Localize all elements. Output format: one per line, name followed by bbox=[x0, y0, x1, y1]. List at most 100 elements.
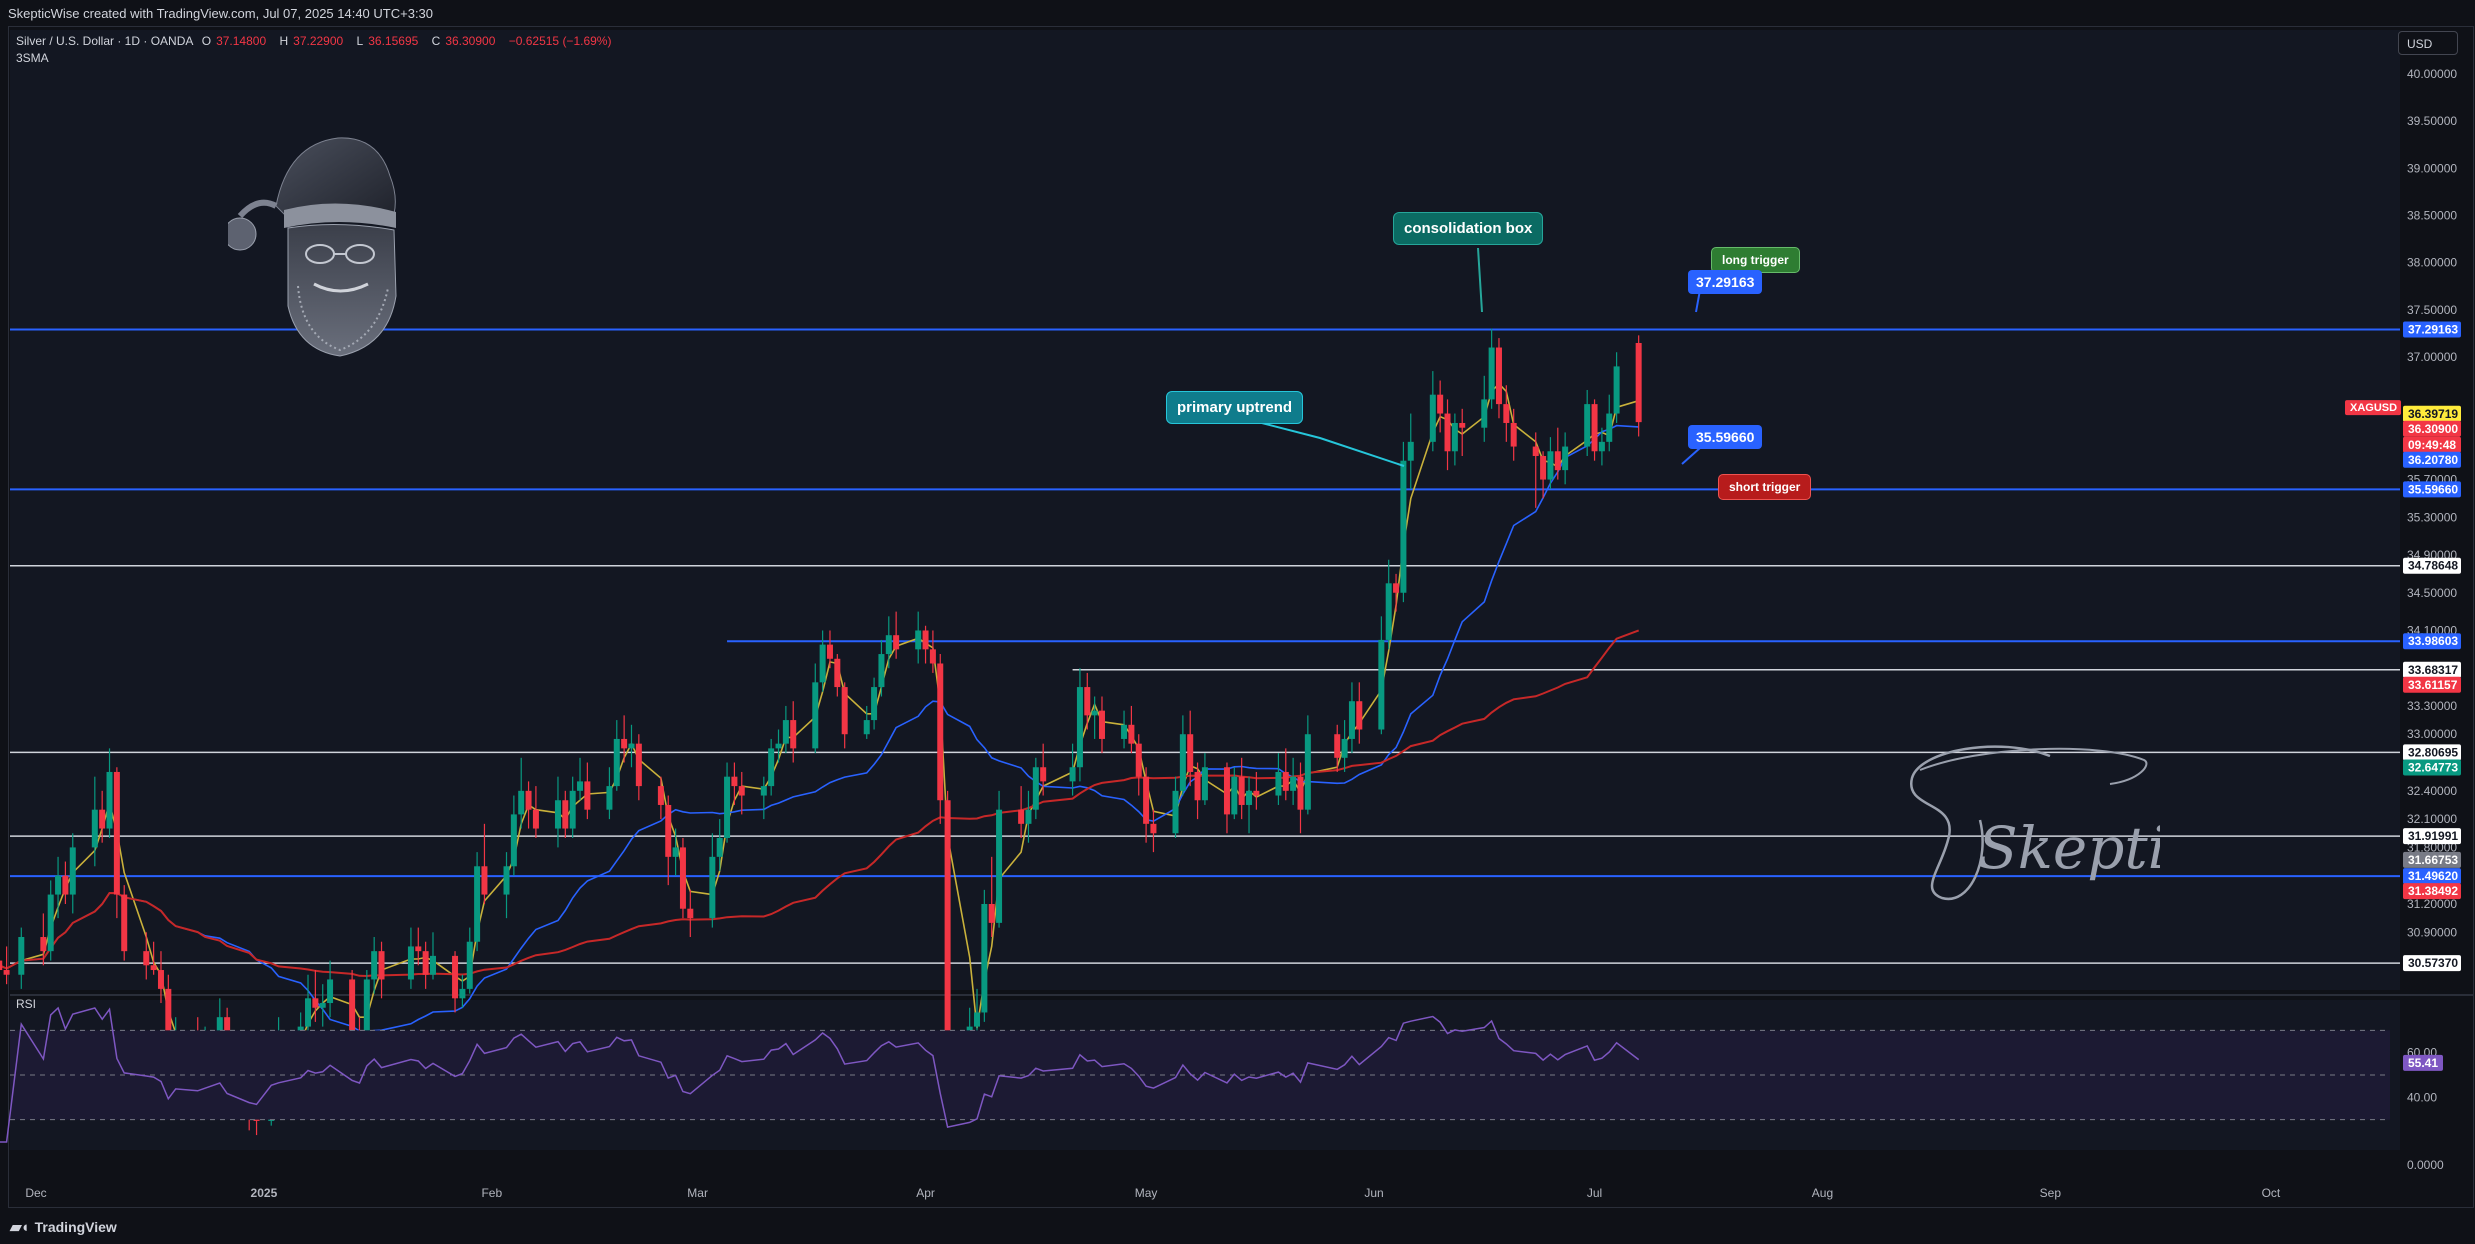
candle-body bbox=[1187, 734, 1194, 772]
candle-body bbox=[915, 630, 922, 650]
candle-body bbox=[18, 937, 25, 975]
x-tick-5: May bbox=[1135, 1186, 1158, 1200]
candle-body bbox=[503, 866, 510, 895]
candle-body bbox=[1562, 446, 1569, 471]
candle-body bbox=[790, 720, 797, 749]
short-trigger-tag[interactable]: short trigger bbox=[1718, 474, 1812, 500]
y-tick-2: 39.00000 bbox=[2407, 161, 2457, 175]
candle-body bbox=[1356, 701, 1363, 730]
candle-body bbox=[606, 786, 613, 810]
short-price-tag[interactable]: 35.59660 bbox=[1688, 425, 1763, 449]
x-tick-9: Sep bbox=[2040, 1186, 2062, 1200]
candle-body bbox=[143, 951, 150, 966]
candle-body bbox=[99, 809, 106, 829]
currency-button[interactable]: USD bbox=[2398, 31, 2458, 55]
consolidation-pointer bbox=[1477, 247, 1483, 313]
candle-body bbox=[1437, 394, 1444, 414]
price-label-box-12 bbox=[2403, 828, 2461, 845]
sma-indicator-label[interactable]: 3SMA bbox=[16, 51, 49, 65]
candle-body bbox=[1304, 734, 1311, 810]
price-label-box-10 bbox=[2403, 744, 2461, 761]
y-tick-10: 34.50000 bbox=[2407, 586, 2457, 600]
candle-body bbox=[885, 635, 892, 655]
candle-body bbox=[1540, 455, 1547, 480]
candle-body bbox=[1238, 776, 1245, 805]
legend-open-value: 37.14800 bbox=[216, 34, 267, 48]
primary-uptrend-callout[interactable]: primary uptrend bbox=[1166, 391, 1304, 424]
rsi-indicator-label[interactable]: RSI bbox=[16, 997, 37, 1011]
candle-body bbox=[1223, 767, 1230, 815]
candle-body bbox=[974, 1012, 981, 1027]
legend-high-label: H bbox=[279, 34, 289, 48]
candle-body bbox=[826, 644, 833, 659]
y-tick-15: 32.10000 bbox=[2407, 812, 2457, 826]
candle-body bbox=[113, 771, 120, 895]
price-label-4: 36.20780 bbox=[2408, 453, 2458, 467]
x-tick-10: Oct bbox=[2262, 1186, 2281, 1200]
candle-body bbox=[305, 998, 312, 1027]
sma-line-blue bbox=[0, 424, 1639, 1033]
candle-body bbox=[871, 687, 878, 721]
price-label-13: 31.66753 bbox=[2408, 853, 2458, 867]
price-label-box-9 bbox=[2403, 676, 2461, 693]
candle-body bbox=[1084, 687, 1091, 716]
legend-open-label: O bbox=[201, 34, 212, 48]
x-tick-2: Feb bbox=[481, 1186, 502, 1200]
santa-avatar-image bbox=[228, 137, 397, 357]
candle-body bbox=[349, 979, 356, 1032]
candle-body bbox=[657, 786, 664, 805]
y-tick-8: 35.30000 bbox=[2407, 510, 2457, 524]
price-label-9: 33.61157 bbox=[2408, 678, 2458, 692]
x-tick-0: Dec bbox=[25, 1186, 46, 1200]
candle-body bbox=[40, 937, 47, 952]
candle-body bbox=[1253, 790, 1260, 796]
price-label-box-3 bbox=[2403, 436, 2461, 453]
candle-body bbox=[150, 965, 157, 971]
price-pane bbox=[10, 30, 2400, 990]
y-tick-13: 33.00000 bbox=[2407, 727, 2457, 741]
legend-close-label: C bbox=[431, 34, 441, 48]
candle-body bbox=[1275, 771, 1282, 796]
sma-line-red bbox=[0, 629, 1640, 978]
tradingview-icon: ▰◖ bbox=[10, 1219, 30, 1236]
price-label-box-7 bbox=[2403, 633, 2461, 650]
candle-body bbox=[775, 743, 782, 749]
candle-body bbox=[1334, 734, 1341, 758]
consolidation-box-callout[interactable]: consolidation box bbox=[1393, 212, 1544, 245]
candle-body bbox=[1385, 583, 1392, 640]
candle-body bbox=[1143, 776, 1150, 824]
price-label-box-15 bbox=[2403, 883, 2461, 900]
y-tick-6: 37.00000 bbox=[2407, 350, 2457, 364]
symbol-legend: Silver / U.S. Dollar · 1D · OANDA O 37.14… bbox=[16, 34, 616, 48]
candle-body bbox=[106, 771, 113, 829]
candle-body bbox=[1510, 422, 1517, 447]
candle-body bbox=[1246, 790, 1253, 805]
candle-body bbox=[672, 847, 679, 857]
symbol-tag: XAGUSD bbox=[2350, 402, 2397, 414]
candle-body bbox=[1172, 790, 1179, 834]
candle-body bbox=[709, 856, 716, 919]
candle-body bbox=[1231, 776, 1238, 815]
price-label-box-1 bbox=[2403, 405, 2461, 422]
y-tick-12: 33.30000 bbox=[2407, 699, 2457, 713]
candle-body bbox=[459, 988, 466, 999]
candle-body bbox=[121, 894, 128, 952]
candle-body bbox=[518, 790, 525, 815]
candle-body bbox=[532, 809, 539, 829]
price-label-6: 34.78648 bbox=[2408, 559, 2458, 573]
candle-body bbox=[1025, 809, 1032, 824]
x-tick-4: Apr bbox=[916, 1186, 935, 1200]
tradingview-logo[interactable]: ▰◖ TradingView bbox=[10, 1218, 117, 1236]
x-tick-7: Jul bbox=[1587, 1186, 1602, 1200]
candle-body bbox=[378, 951, 385, 980]
signature-text: Skeptic bbox=[1978, 814, 2160, 882]
x-tick-6: Jun bbox=[1364, 1186, 1383, 1200]
candle-body bbox=[863, 720, 870, 735]
top-bar: SkepticWise created with TradingView.com… bbox=[0, 0, 2475, 28]
y-tick-3: 38.50000 bbox=[2407, 208, 2457, 222]
x-tick-1: 2025 bbox=[251, 1186, 278, 1200]
candle-body bbox=[319, 1003, 326, 1008]
candle-body bbox=[1121, 724, 1128, 739]
long-price-tag[interactable]: 37.29163 bbox=[1688, 270, 1763, 294]
